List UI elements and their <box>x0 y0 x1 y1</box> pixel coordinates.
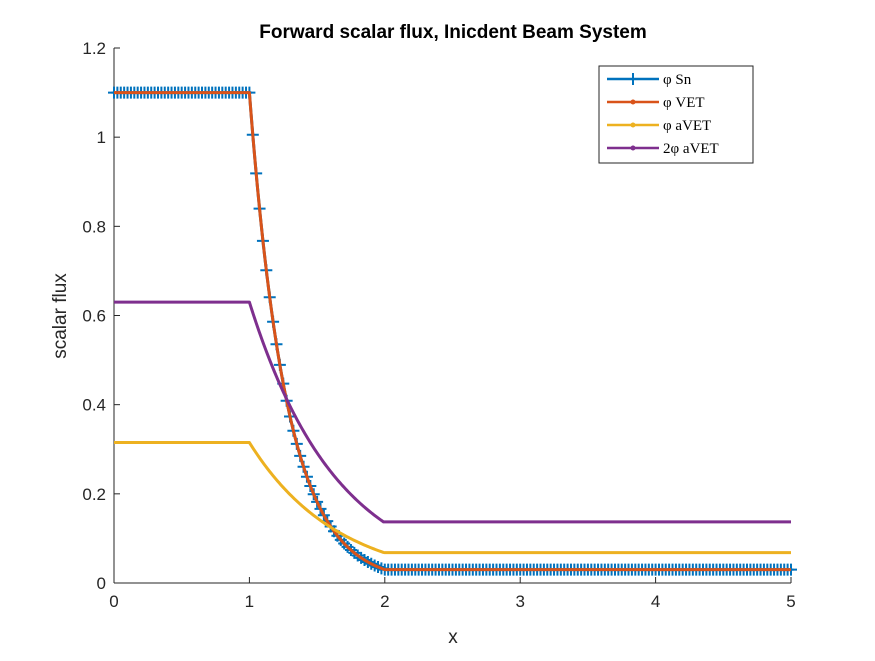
legend-marker <box>630 145 636 151</box>
chart-title: Forward scalar flux, Inicdent Beam Syste… <box>259 22 647 43</box>
y-tick-label: 0.2 <box>82 485 106 504</box>
legend: φ Sn φ VET φ aVET 2φ aVET <box>598 65 754 164</box>
x-tick-label: 0 <box>109 592 118 611</box>
legend-marker <box>627 73 639 85</box>
x-tick-label: 4 <box>651 592 660 611</box>
plot-area: 0 1 2 3 4 5 0 0.2 0.4 0.6 0.8 1 1.2 <box>82 39 797 611</box>
legend-marker <box>630 99 636 105</box>
y-tick-label: 0.6 <box>82 307 106 326</box>
y-axis-label: scalar flux <box>50 273 71 359</box>
legend-label: 2φ aVET <box>663 141 719 157</box>
y-tick-label: 1 <box>97 128 106 147</box>
legend-label: φ Sn <box>663 72 692 88</box>
series-2avet-line <box>113 300 792 524</box>
series-vet-line <box>113 91 792 572</box>
legend-label: φ VET <box>663 95 705 111</box>
x-tick-label: 2 <box>380 592 389 611</box>
x-tick-label: 1 <box>245 592 254 611</box>
legend-label: φ aVET <box>663 118 711 134</box>
series-sn-line <box>114 91 791 572</box>
y-tick-label: 0.4 <box>82 396 106 415</box>
y-tick-label: 1.2 <box>82 39 106 58</box>
x-axis-label: x <box>448 627 458 648</box>
y-tick-label: 0.8 <box>82 217 106 236</box>
y-tick-label: 0 <box>97 574 106 593</box>
legend-marker <box>630 122 636 128</box>
x-tick-label: 3 <box>515 592 524 611</box>
x-tick-label: 5 <box>786 592 795 611</box>
series-avet-line <box>113 441 792 555</box>
